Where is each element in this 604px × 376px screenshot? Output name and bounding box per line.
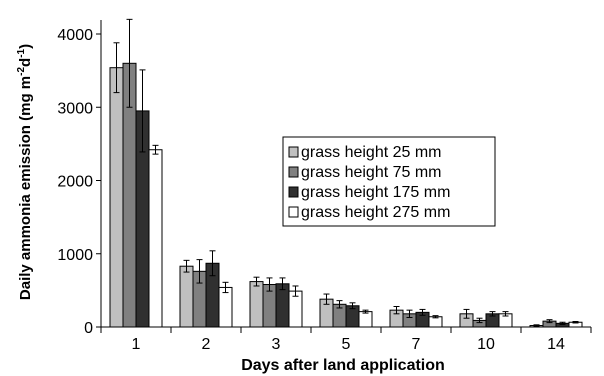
bar: [249, 281, 264, 328]
y-tick-label: 3000: [57, 100, 93, 117]
legend-swatch: [288, 166, 299, 178]
legend-label: grass height 25 mm: [301, 144, 442, 161]
y-tick-label: 2000: [57, 174, 93, 191]
legend-swatch: [288, 206, 299, 218]
y-axis-title: Daily ammonia emission (mg m-2d-1): [16, 44, 34, 300]
x-tick-label: 10: [477, 336, 495, 353]
y-axis-title-mid: d: [17, 58, 34, 67]
bar: [275, 283, 290, 328]
bar: [109, 67, 124, 328]
y-axis-title-end: ): [17, 44, 34, 49]
axes-layer: [100, 20, 591, 328]
y-axis-title-sup2: -1: [16, 48, 27, 57]
y-tick-label: 1000: [57, 247, 93, 264]
y-tick-label: 4000: [57, 27, 93, 44]
legend-label: grass height 275 mm: [301, 204, 450, 221]
x-tick-label: 14: [547, 336, 565, 353]
legend-swatch: [288, 186, 299, 198]
x-ticks: 1 2 3 5 7 10 14: [100, 327, 592, 353]
legend: grass height 25 mm grass height 75 mm gras…: [282, 136, 496, 227]
bar: [358, 311, 373, 328]
legend-label: grass height 175 mm: [301, 184, 450, 201]
legend-box: [282, 136, 496, 227]
x-tick-label: 5: [342, 336, 351, 353]
bar: [218, 286, 233, 328]
y-ticks: 0 1000 2000 3000 4000: [57, 27, 101, 337]
y-axis-title-sup1: -2: [16, 67, 27, 76]
x-axis-title: Days after land application: [241, 357, 445, 374]
x-tick-label: 3: [272, 336, 281, 353]
bars-layer: [109, 18, 583, 328]
y-axis-title-main: Daily ammonia emission (mg m: [17, 76, 34, 300]
bar: [179, 265, 194, 328]
y-tick-label: 0: [84, 320, 93, 337]
legend-swatch: [288, 146, 299, 158]
bar: [148, 149, 163, 328]
x-tick-label: 2: [202, 336, 211, 353]
legend-label: grass height 75 mm: [301, 164, 442, 181]
x-tick-label: 7: [412, 336, 421, 353]
x-tick-label: 1: [132, 336, 141, 353]
